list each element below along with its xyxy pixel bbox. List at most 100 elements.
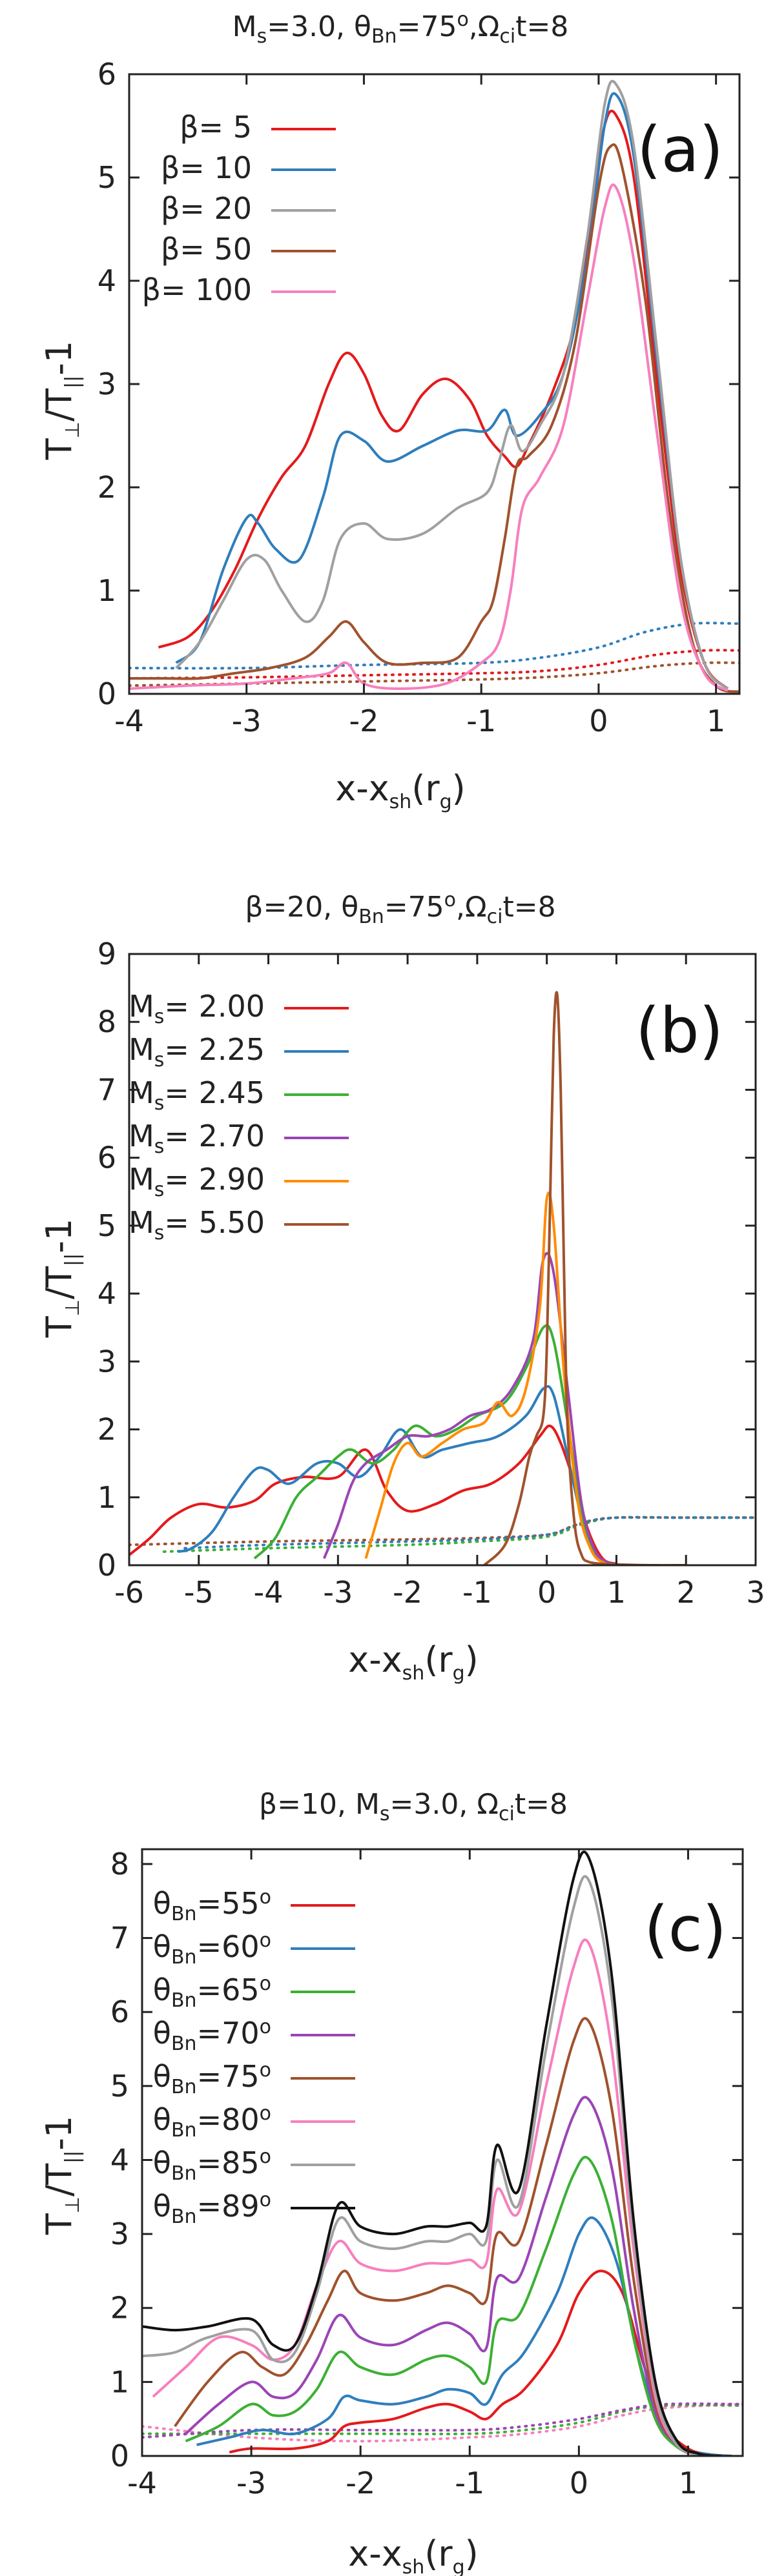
y-tick-label-a-3: 3 (98, 367, 116, 401)
x-tick-label-c-4: 0 (570, 2466, 588, 2500)
series-line-a-2 (175, 79, 729, 690)
x-tick-label-b-2: -4 (254, 1575, 284, 1610)
x-tick-label-b-0: -6 (114, 1575, 144, 1610)
legend-label-b-1: Ms= 2.25 (129, 1032, 265, 1071)
series-line-a-3 (129, 143, 739, 693)
ticks-c (141, 1849, 743, 2457)
panel-c-title: β=10, Ms=3.0, Ωcit=8 (259, 1788, 568, 1825)
y-tick-label-b-0: 0 (98, 1548, 116, 1583)
y-tick-label-a-6: 6 (98, 57, 116, 92)
plot-area-b: -6 -5 -4 -3 -2 -1 0 1 2 3 0 1 2 3 4 5 6 7 8 9 (98, 937, 765, 1610)
panel-label-c: (c) (644, 1893, 727, 1965)
panel-a-title: Ms=3.0, θBn=75o,Ωcit=8 (232, 8, 569, 48)
dotted-curve-b-1 (162, 1516, 756, 1553)
y-tick-label-a-2: 2 (98, 470, 116, 505)
dotted-curve-c-1 (142, 2404, 743, 2436)
legend-label-a-0: β= 5 (180, 110, 252, 145)
y-tick-label-c-8: 8 (110, 1847, 129, 1881)
legend-label-a-4: β= 100 (142, 272, 252, 307)
legend-label-a-3: β= 50 (161, 232, 252, 267)
legend-label-c-0: θBn=55o (153, 1886, 271, 1925)
y-tick-label-b-4: 4 (98, 1276, 116, 1311)
x-tick-label-a-0: -4 (114, 704, 144, 738)
x-tick-label-b-5: -1 (462, 1575, 492, 1610)
series-line-c-5 (152, 1938, 721, 2456)
series-line-b-2 (253, 1324, 610, 1565)
series-line-c-0 (229, 2269, 732, 2456)
panel-label-a: (a) (637, 114, 723, 186)
y-tick-label-a-4: 4 (98, 263, 116, 298)
y-tick-label-a-1: 1 (98, 573, 116, 608)
y-tick-label-c-4: 4 (110, 2142, 129, 2177)
y-tick-label-b-3: 3 (98, 1344, 116, 1379)
x-tick-label-c-1: -3 (236, 2466, 266, 2500)
y-tick-label-b-1: 1 (98, 1480, 116, 1515)
x-tick-label-c-3: -1 (455, 2466, 484, 2500)
y-tick-label-b-2: 2 (98, 1412, 116, 1447)
series-line-c-6 (142, 1875, 721, 2456)
y-axis-label-c: T⊥/T||-1 (39, 2116, 84, 2235)
series-line-c-2 (185, 2156, 721, 2456)
series-line-a-4 (129, 183, 728, 692)
dotted-curve-a-1 (129, 649, 739, 680)
y-axis-label-b: T⊥/T||-1 (39, 1219, 84, 1338)
x-tick-label-a-3: -1 (466, 704, 496, 738)
y-tick-label-c-3: 3 (110, 2216, 129, 2251)
series-line-c-1 (196, 2216, 732, 2456)
series-line-c-3 (185, 2096, 721, 2456)
y-tick-label-b-8: 8 (98, 1004, 116, 1039)
series-line-b-0 (129, 1425, 617, 1565)
x-axis-label-c: x-xsh(rg) (348, 2533, 478, 2576)
legend-label-b-5: Ms= 5.50 (129, 1205, 265, 1244)
x-tick-label-c-2: -2 (346, 2466, 375, 2500)
ticks-a (128, 73, 739, 695)
x-tick-label-a-5: 1 (707, 704, 725, 738)
dotted-curve-b-2 (183, 1516, 756, 1550)
legend-label-a-2: β= 20 (161, 191, 252, 226)
legend-label-a-1: β= 10 (161, 150, 252, 185)
legend-label-c-6: θBn=85o (153, 2145, 271, 2185)
legend-label-c-2: θBn=65o (153, 1973, 271, 2012)
y-tick-label-b-7: 7 (98, 1072, 116, 1107)
y-axis-label-a: T⊥/T||-1 (39, 341, 84, 460)
series-line-c-7 (142, 1851, 721, 2456)
legend-label-b-2: Ms= 2.45 (129, 1075, 265, 1115)
y-tick-label-a-0: 0 (98, 676, 116, 711)
legend-label-b-0: Ms= 2.00 (129, 989, 265, 1028)
plot-frame-c (141, 1848, 744, 2457)
legend-label-c-3: θBn=70o (153, 2016, 271, 2055)
x-tick-label-b-3: -3 (323, 1575, 353, 1610)
series-line-b-5 (483, 991, 687, 1565)
legend-a: β= 5 β= 10 β= 20 β= 50 β= 100 (142, 110, 336, 307)
x-axis-label-a: x-xsh(rg) (335, 768, 465, 813)
legend-label-c-1: θBn=60o (153, 1929, 271, 1969)
y-tick-label-c-7: 7 (110, 1921, 129, 1956)
y-tick-label-b-9: 9 (98, 937, 116, 971)
panel-b-title: β=20, θBn=75o,Ωcit=8 (245, 889, 555, 928)
y-tick-label-a-5: 5 (98, 160, 116, 195)
legend-c: θBn=55o θBn=60o θBn=65o θBn=70o θBn=75o … (153, 1886, 355, 2228)
x-tick-label-b-7: 1 (607, 1575, 626, 1610)
panel-a: Ms=3.0, θBn=75o,Ωcit=8 -4 -3 -2 -1 0 1 0 1 2 3 4 5 6… (39, 8, 741, 813)
y-tick-label-c-2: 2 (110, 2291, 129, 2326)
y-tick-label-c-5: 5 (110, 2069, 129, 2104)
x-tick-label-a-2: -2 (349, 704, 379, 738)
plot-area-c: -4 -3 -2 -1 0 1 0 1 2 3 4 5 6 7 8 (110, 1847, 744, 2500)
x-tick-label-c-5: 1 (679, 2466, 698, 2500)
plot-area-a: -4 -3 -2 -1 0 1 0 1 2 3 4 5 6 (98, 57, 741, 738)
legend-label-c-4: θBn=75o (153, 2059, 271, 2098)
x-tick-label-a-4: 0 (589, 704, 608, 738)
x-tick-label-c-0: -4 (127, 2466, 157, 2500)
x-axis-label-b: x-xsh(rg) (348, 1639, 478, 1685)
panel-b: β=20, θBn=75o,Ωcit=8 -6 -5 -4 -3 -2 -1 0 1 2 3 0 1 2… (39, 889, 765, 1685)
y-tick-label-c-1: 1 (110, 2364, 129, 2399)
plot-frame-b (128, 953, 757, 1567)
dotted-curve-a-0 (129, 622, 739, 670)
x-tick-label-b-1: -5 (184, 1575, 214, 1610)
x-tick-label-a-1: -3 (232, 704, 262, 738)
x-tick-label-b-9: 3 (746, 1575, 765, 1610)
legend-label-c-7: θBn=89o (153, 2189, 271, 2228)
y-tick-label-b-6: 6 (98, 1141, 116, 1175)
legend-label-c-5: θBn=80o (153, 2102, 271, 2142)
